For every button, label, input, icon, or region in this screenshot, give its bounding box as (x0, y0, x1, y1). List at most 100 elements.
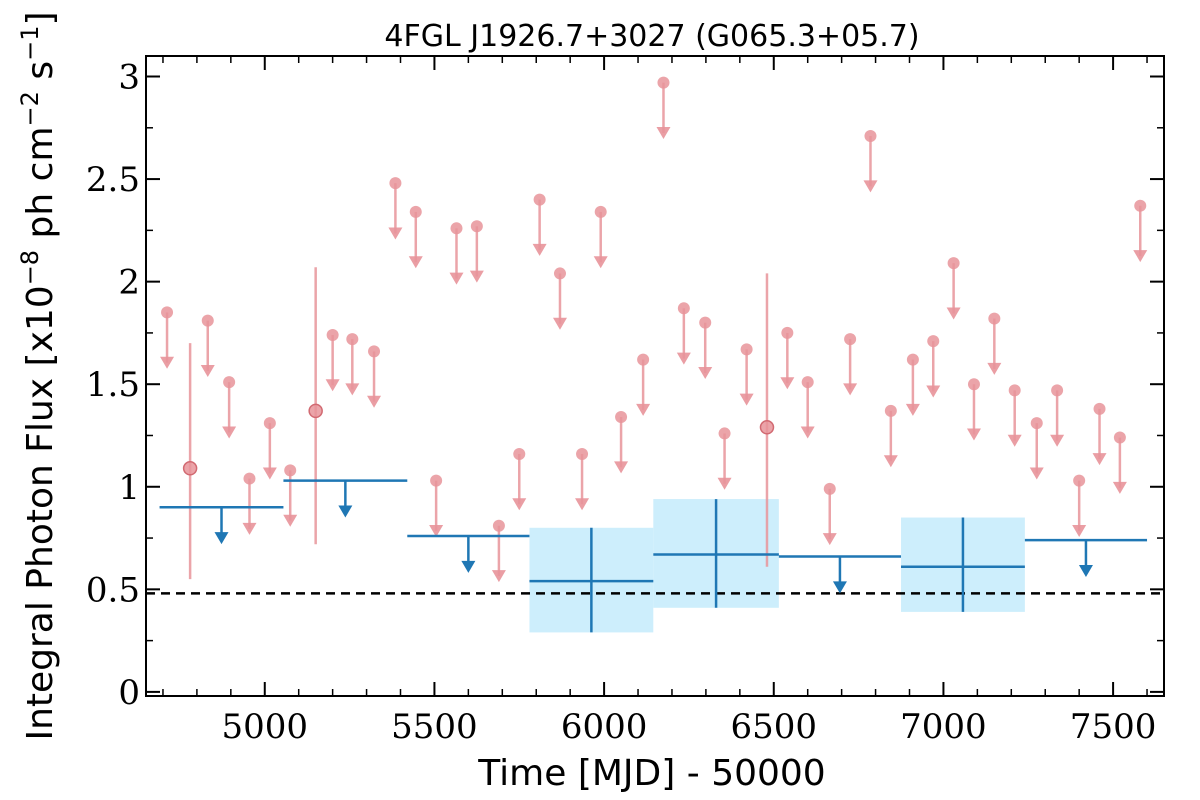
short-bin-ul-point (1134, 199, 1147, 212)
short-bin-ul-point (844, 333, 857, 346)
short-bin-ul-arrow (863, 180, 878, 193)
short-bin-ul-arrow (262, 467, 277, 480)
short-bin-ul-point (161, 306, 174, 319)
short-bin-ul-point (823, 482, 836, 495)
short-bin-ul-arrow (905, 403, 920, 416)
short-bin-ul-arrow (1133, 250, 1148, 263)
short-bin-ul-arrow (160, 356, 175, 369)
short-bin-ul-arrow (575, 498, 590, 511)
short-bin-point (759, 420, 775, 435)
plot-area (146, 76, 1164, 633)
short-bin-ul-arrow (1007, 434, 1022, 447)
short-bin-ul-arrow (512, 498, 527, 511)
long-bin-ul-arrow (1078, 564, 1093, 577)
short-bin-ul-arrow (698, 367, 713, 379)
short-bin-ul-arrow (966, 428, 981, 441)
short-bin-ul-arrow (1029, 467, 1044, 480)
long-bin-ul-arrow (338, 505, 353, 518)
x-tick-label: 5500 (391, 707, 478, 747)
short-bin-point (308, 403, 323, 419)
short-bin-ul-point (927, 335, 940, 348)
short-bin-ul-arrow (367, 395, 382, 408)
short-bin-ul-point (1073, 474, 1086, 487)
short-bin-ul-arrow (1050, 434, 1065, 447)
y-tick-label: 1 (118, 468, 140, 508)
y-tick-label: 0 (118, 673, 140, 713)
short-bin-ul-point (284, 464, 297, 477)
short-bin-ul-point (368, 345, 381, 358)
short-bin-ul-point (409, 205, 422, 218)
short-bin-ul-point (513, 447, 526, 460)
y-tick-label: 2.5 (86, 160, 140, 200)
short-bin-ul-point (594, 205, 607, 218)
short-bin-ul-arrow (717, 477, 732, 490)
x-tick-label: 6500 (731, 707, 818, 747)
long-bin-ul-arrow (461, 560, 476, 573)
short-bin-ul-arrow (469, 270, 484, 283)
short-bin-ul-arrow (552, 317, 567, 330)
long-bin-ul-arrow (214, 532, 229, 545)
short-bin-ul-point (1093, 402, 1106, 415)
y-tick-label: 2 (118, 263, 140, 303)
y-tick-label: 3 (118, 58, 140, 98)
short-bin-ul-point (677, 302, 690, 315)
short-bin-ul-point (243, 472, 256, 485)
short-bin-ul-arrow (345, 383, 360, 396)
short-bin-ul-arrow (800, 426, 815, 439)
short-bin-ul-arrow (822, 533, 837, 546)
short-bin-ul-arrow (843, 383, 858, 396)
short-bin-ul-point (988, 312, 1001, 325)
short-bin-ul-arrow (200, 364, 215, 377)
short-bin-ul-arrow (926, 385, 941, 398)
short-bin-ul-arrow (242, 522, 257, 535)
short-bin-ul-point (657, 76, 670, 89)
long-bin-ul-arrow (832, 581, 847, 594)
y-tick-label: 0.5 (86, 570, 140, 610)
short-bin-ul-point (389, 177, 402, 190)
short-bin-ul-point (492, 519, 505, 532)
short-bin-ul-point (576, 447, 589, 460)
short-bin-point (182, 461, 198, 476)
x-tick-label: 7000 (900, 707, 987, 747)
short-bin-ul-point (326, 328, 339, 341)
short-bin-ul-point (637, 353, 650, 366)
short-bin-ul-arrow (780, 377, 795, 390)
short-bin-ul-arrow (1112, 481, 1127, 494)
short-bin-ul-point (430, 474, 443, 487)
short-bin-ul-arrow (593, 256, 608, 269)
short-bin-ul-point (470, 220, 483, 233)
short-bin-ul-point (884, 404, 897, 417)
short-bin-ul-point (1051, 384, 1064, 397)
short-bin-ul-point (947, 257, 960, 270)
short-bin-ul-point (781, 326, 794, 339)
y-tick-label: 1.5 (86, 365, 140, 405)
short-bin-ul-arrow (388, 227, 403, 240)
short-bin-ul-point (699, 316, 712, 329)
short-bin-ul-point (223, 376, 236, 389)
short-bin-ul-point (450, 222, 463, 235)
short-bin-ul-arrow (532, 243, 547, 256)
short-bin-ul-arrow (429, 524, 444, 537)
short-bin-ul-point (1030, 417, 1043, 430)
short-bin-ul-arrow (449, 272, 464, 285)
short-bin-ul-point (740, 343, 753, 356)
short-bin-ul-arrow (325, 379, 340, 392)
x-axis-label: Time [MJD] - 50000 (477, 753, 825, 794)
short-bin-ul-arrow (1092, 453, 1107, 466)
x-tick-label: 7500 (1070, 707, 1157, 747)
short-bin-ul-point (201, 314, 214, 327)
short-bin-ul-point (1113, 431, 1126, 444)
short-bin-ul-arrow (1072, 524, 1087, 537)
short-bin-ul-point (263, 417, 276, 430)
plot-frame (145, 55, 1165, 697)
short-bin-ul-point (967, 378, 980, 391)
short-bin-ul-point (1008, 384, 1021, 397)
short-bin-ul-arrow (222, 426, 237, 439)
short-bin-ul-point (346, 333, 359, 346)
x-tick-label: 6000 (561, 707, 648, 747)
short-bin-ul-point (718, 427, 731, 440)
short-bin-ul-arrow (636, 403, 651, 416)
chart-title: 4FGL J1926.7+3027 (G065.3+05.7) (384, 19, 919, 54)
short-bin-ul-point (553, 267, 566, 280)
